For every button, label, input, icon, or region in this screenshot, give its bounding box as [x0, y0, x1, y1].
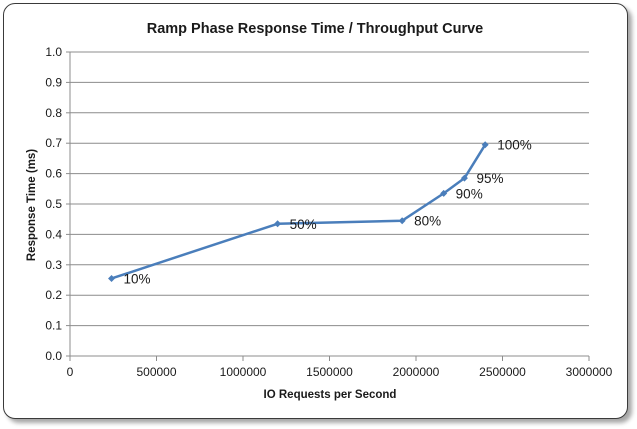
y-tick-label: 0.4	[45, 227, 62, 241]
chart-title: Ramp Phase Response Time / Throughput Cu…	[147, 21, 484, 37]
y-tick-label: 0.7	[45, 136, 62, 150]
y-tick-label: 0.6	[45, 167, 62, 181]
grid-lines	[70, 51, 589, 327]
x-tick-label: 3000000	[566, 365, 613, 379]
data-label: 50%	[290, 217, 317, 232]
y-tick-label: 1.0	[45, 45, 62, 59]
x-tick-label: 0	[67, 365, 74, 379]
data-label: 90%	[456, 186, 483, 201]
x-tick-label: 2000000	[393, 365, 440, 379]
y-axis-title: Response Time (ms)	[26, 149, 38, 261]
y-tick-label: 0.2	[45, 288, 62, 302]
data-label: 100%	[497, 138, 532, 153]
chart-frame	[3, 3, 628, 419]
y-tick-label: 0.9	[45, 75, 62, 89]
data-point	[481, 141, 489, 149]
x-tick-label: 1500000	[306, 365, 353, 379]
data-label: 10%	[124, 271, 151, 286]
x-tick-label: 500000	[136, 365, 176, 379]
y-tick-label: 0.5	[45, 197, 62, 211]
x-axis-title: IO Requests per Second	[264, 389, 397, 401]
y-tick-label: 0.1	[45, 319, 62, 333]
series-line	[111, 144, 487, 280]
data-point	[398, 217, 406, 225]
data-point	[460, 174, 468, 182]
y-tick-label: 0.3	[45, 258, 62, 272]
data-point	[274, 220, 282, 228]
y-tick-label: 0.8	[45, 106, 62, 120]
data-series: 10% 50% 80% 90%95% 100%	[108, 138, 532, 286]
data-label: 80%	[414, 214, 441, 229]
y-tick-label: 0.0	[45, 349, 62, 363]
x-tick-label: 1000000	[220, 365, 267, 379]
data-label: 95%	[476, 171, 503, 186]
tick-labels: 0.0 0.1 0.2 0.3 0.4 0.5 0.6 0.7 0.8 0.9 1.0 0 500000…	[45, 45, 612, 379]
data-point	[440, 189, 448, 197]
axes	[66, 51, 590, 361]
data-point	[108, 274, 116, 282]
x-tick-label: 2500000	[479, 365, 526, 379]
